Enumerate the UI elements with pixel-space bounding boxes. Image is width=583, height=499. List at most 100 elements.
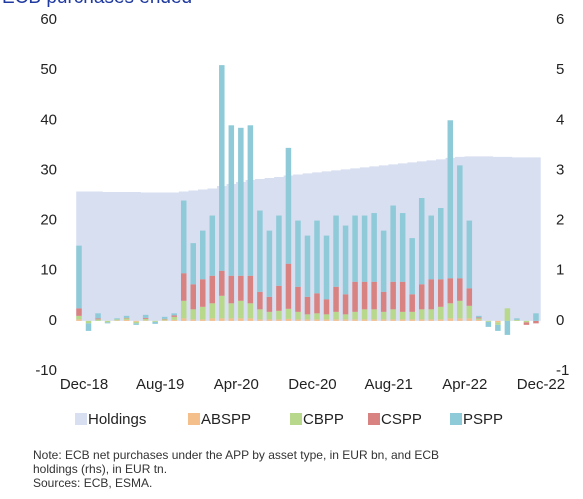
- bar-segment: [190, 319, 196, 321]
- bar-segment: [495, 320, 501, 323]
- bar-segment: [342, 294, 349, 315]
- bar-segment: [200, 279, 206, 307]
- bar-segment: [285, 308, 292, 319]
- y2-tick-label: 5: [556, 61, 564, 78]
- chart-title: ECB purchases ended: [2, 0, 192, 8]
- bar-segment: [104, 320, 111, 323]
- y2-tick-label: 2: [556, 212, 564, 229]
- legend-label: Holdings: [88, 411, 146, 428]
- bar-segment: [447, 303, 454, 319]
- bar-segment: [333, 286, 339, 312]
- bar-segment: [476, 319, 482, 321]
- y2-tick-label: 1: [556, 262, 564, 279]
- bar-segment: [504, 320, 511, 335]
- bar-segment: [533, 320, 539, 324]
- bar-segment: [323, 319, 330, 321]
- bar-segment: [352, 281, 358, 312]
- legend-swatch: [368, 413, 380, 425]
- bar-segment: [95, 319, 101, 321]
- bar-segment: [476, 317, 482, 319]
- bar-segment: [514, 319, 520, 321]
- bar-segment: [380, 291, 387, 312]
- bar-segment: [257, 309, 263, 320]
- x-tick-label: Dec-18: [60, 376, 108, 393]
- bar-segment: [457, 278, 463, 301]
- bar-segment: [161, 320, 168, 321]
- bar-segment: [114, 319, 120, 321]
- bar-segment: [247, 125, 254, 276]
- bar-segment: [171, 315, 177, 317]
- bar-segment: [161, 319, 168, 321]
- bar-segment: [114, 318, 120, 320]
- bar-segment: [247, 318, 254, 321]
- bar-segment: [390, 205, 396, 282]
- y2-tick-label: 6: [556, 11, 564, 28]
- bar-segment: [180, 273, 187, 301]
- bar-segment: [238, 300, 244, 319]
- bar-segment: [228, 318, 235, 321]
- bar-segment: [409, 319, 415, 321]
- bar-segment: [428, 279, 434, 310]
- bar-segment: [142, 317, 149, 319]
- bar-segment: [123, 318, 130, 320]
- bar-segment: [76, 319, 82, 321]
- bar-segment: [314, 293, 320, 314]
- bar-segment: [371, 213, 377, 282]
- bar-segment: [123, 317, 130, 319]
- bar-segment: [495, 322, 501, 325]
- legend-label: PSPP: [463, 411, 503, 428]
- bar-segment: [438, 208, 444, 280]
- bar-segment: [523, 322, 530, 325]
- y2-tick-label: -1: [556, 362, 569, 379]
- bar-segment: [447, 318, 454, 321]
- bar-segment: [371, 281, 377, 310]
- bar-segment: [333, 215, 339, 287]
- bar-segment: [314, 313, 320, 320]
- bar-segment: [352, 311, 358, 320]
- legend-label: CBPP: [303, 411, 344, 428]
- bar-segment: [342, 314, 349, 320]
- bar-segment: [523, 320, 530, 323]
- bar-segment: [428, 319, 434, 321]
- bar-segment: [409, 238, 415, 295]
- bar-segment: [466, 318, 473, 321]
- y-tick-label: 20: [40, 212, 57, 229]
- bar-segment: [85, 323, 92, 331]
- bar-segment: [190, 309, 196, 320]
- bar-segment: [361, 309, 368, 320]
- bar-segment: [380, 311, 387, 320]
- bar-segment: [371, 319, 377, 321]
- bar-segment: [209, 303, 216, 319]
- x-tick-label: Apr-20: [214, 376, 259, 393]
- bar-segment: [304, 319, 311, 321]
- bar-segment: [304, 235, 311, 297]
- bar-segment: [228, 125, 235, 276]
- bar-segment: [247, 303, 254, 319]
- bar-segment: [418, 309, 425, 320]
- bar-segment: [219, 295, 225, 319]
- y-tick-label: -10: [35, 362, 57, 379]
- bar-segment: [285, 147, 292, 264]
- bar-segment: [76, 315, 82, 320]
- bar-segment: [238, 127, 244, 276]
- note: Note: ECB net purchases under the APP by…: [33, 448, 439, 462]
- bar-segment: [85, 320, 92, 324]
- bar-segment: [266, 319, 273, 321]
- bar-segment: [457, 318, 463, 321]
- bar-segment: [276, 285, 282, 311]
- bar-segment: [285, 318, 292, 321]
- bar-segment: [219, 318, 225, 321]
- bar-segment: [257, 210, 263, 292]
- bar-segment: [447, 278, 454, 304]
- bar-segment: [457, 300, 463, 319]
- legend-label: ABSPP: [201, 411, 251, 428]
- bar-segment: [533, 313, 539, 321]
- bar-segment: [361, 319, 368, 321]
- bar-segment: [200, 319, 206, 321]
- legend-swatch: [188, 413, 200, 425]
- bar-segment: [333, 319, 339, 321]
- note: holdings (rhs), in EUR tn.: [33, 462, 167, 476]
- bar-segment: [323, 235, 330, 300]
- bar-segment: [342, 319, 349, 321]
